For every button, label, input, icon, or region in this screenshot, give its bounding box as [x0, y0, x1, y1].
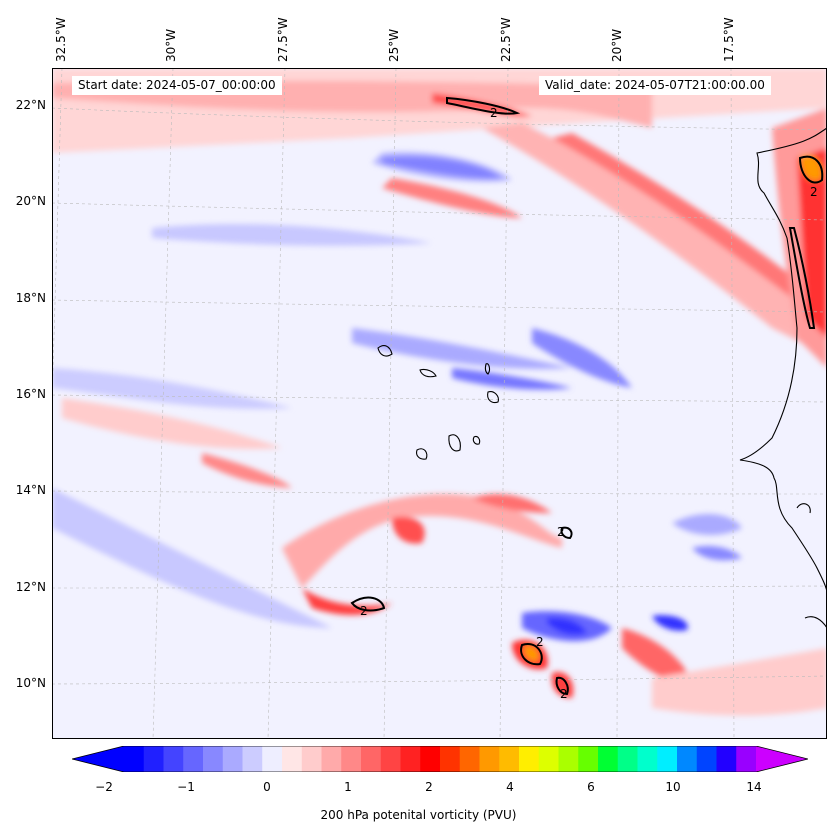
colorbar-extend-low	[72, 746, 124, 772]
colorbar-cells	[124, 746, 757, 772]
colorbar-cell	[598, 746, 619, 772]
pv-field-svg: 2 2 2 2 2 2	[52, 68, 827, 739]
colorbar-cell	[183, 746, 204, 772]
colorbar-cell	[380, 746, 401, 772]
lon-label-32-5w: 32.5°W	[54, 17, 68, 62]
lat-label-10n: 10°N	[15, 676, 46, 690]
contour-label: 2	[810, 185, 818, 199]
colorbar-cell	[696, 746, 717, 772]
valid-date-label: Valid_date: 2024-05-07T21:00:00.00	[539, 76, 771, 95]
colorbar-cell	[163, 746, 184, 772]
colorbar-tick: 1	[344, 780, 352, 794]
contour-label: 2	[536, 635, 544, 649]
colorbar-cell	[677, 746, 698, 772]
colorbar-cell	[143, 746, 164, 772]
colorbar-cell	[262, 746, 283, 772]
lon-label-20w: 20°W	[610, 28, 624, 62]
lat-label-16n: 16°N	[15, 387, 46, 401]
lon-label-17-5w: 17.5°W	[722, 17, 736, 62]
colorbar-cell	[459, 746, 480, 772]
colorbar-tick: 0	[263, 780, 271, 794]
colorbar-cell	[400, 746, 421, 772]
colorbar-cell	[420, 746, 441, 772]
lat-label-14n: 14°N	[15, 483, 46, 497]
colorbar-tick: 4	[506, 780, 514, 794]
colorbar-cell	[321, 746, 342, 772]
colorbar-cell	[301, 746, 322, 772]
start-date-label: Start date: 2024-05-07_00:00:00	[72, 76, 282, 95]
colorbar-cell	[558, 746, 579, 772]
colorbar-tick: 14	[746, 780, 762, 794]
colorbar-cell	[242, 746, 263, 772]
colorbar-cell	[440, 746, 461, 772]
colorbar-cell	[637, 746, 658, 772]
contour-label: 2	[560, 687, 568, 701]
colorbar-cell	[361, 746, 382, 772]
lat-label-20n: 20°N	[15, 194, 46, 208]
colorbar-extend-high	[756, 746, 808, 772]
lon-label-30w: 30°W	[164, 28, 178, 62]
colorbar-cell	[519, 746, 540, 772]
colorbar-cell	[578, 746, 599, 772]
colorbar-tick: −2	[95, 780, 113, 794]
lat-label-18n: 18°N	[15, 291, 46, 305]
colorbar-tick: −1	[177, 780, 195, 794]
lon-label-25w: 25°W	[387, 28, 401, 62]
colorbar-cell	[538, 746, 559, 772]
contour-label: 2	[557, 525, 565, 539]
colorbar-cell	[341, 746, 362, 772]
contour-label: 2	[360, 604, 368, 618]
colorbar-cell	[222, 746, 243, 772]
lon-label-27-5w: 27.5°W	[276, 17, 290, 62]
colorbar-cell	[479, 746, 500, 772]
colorbar-cell	[124, 746, 145, 772]
pv-2-contours	[350, 96, 824, 696]
lon-label-22-5w: 22.5°W	[499, 17, 513, 62]
colorbar-cell	[716, 746, 737, 772]
graticule	[52, 68, 827, 739]
coastline	[377, 127, 827, 629]
colorbar-cell	[657, 746, 678, 772]
lat-label-12n: 12°N	[15, 580, 46, 594]
colorbar-cell	[203, 746, 224, 772]
colorbar-cell	[736, 746, 757, 772]
colorbar-cell	[282, 746, 303, 772]
contour-labels: 2 2 2 2 2 2	[360, 106, 818, 701]
colorbar-tick: 6	[587, 780, 595, 794]
map-field: 2 2 2 2 2 2	[52, 68, 827, 739]
colorbar-label: 200 hPa potenital vorticity (PVU)	[320, 808, 517, 822]
colorbar-tick: 10	[665, 780, 681, 794]
lat-label-22n: 22°N	[15, 98, 46, 112]
colorbar-cell	[499, 746, 520, 772]
colorbar-cell	[617, 746, 638, 772]
contour-label: 2	[490, 106, 498, 120]
colorbar	[72, 746, 808, 772]
colorbar-tick: 2	[425, 780, 433, 794]
